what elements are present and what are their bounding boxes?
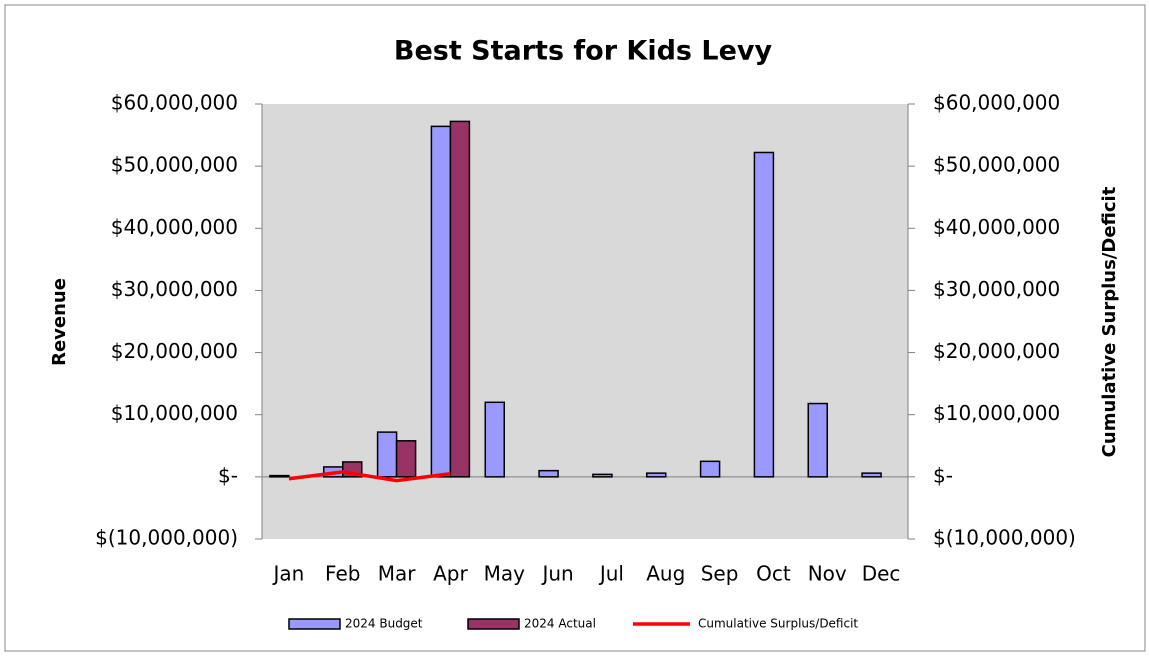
line-series [288, 470, 451, 483]
y2-tick-label: $30,000,000 [933, 277, 1060, 301]
legend-swatch [288, 618, 341, 630]
x-tick-label: Jun [540, 562, 573, 586]
chart-title: Best Starts for Kids Levy [394, 36, 773, 67]
bar [376, 431, 398, 478]
y-tick-label: $40,000,000 [111, 215, 238, 239]
bar [395, 440, 417, 478]
y-tick-label: $20,000,000 [111, 339, 238, 363]
y2-tick-label: $20,000,000 [933, 339, 1060, 363]
y-tick-label: $10,000,000 [111, 401, 238, 425]
x-tick-label: Jan [271, 562, 304, 586]
y-tick-label: $- [218, 463, 238, 487]
y2-tick-label: $40,000,000 [933, 215, 1060, 239]
y2-tick-label: $60,000,000 [933, 91, 1060, 115]
bar [269, 474, 290, 478]
legend-label: Cumulative Surplus/Deficit [698, 617, 858, 631]
bar [861, 472, 882, 478]
plot-area [262, 104, 908, 539]
x-tick-label: Aug [646, 562, 685, 586]
x-tick-label: Jul [598, 562, 624, 586]
x-tick-label: Sep [701, 562, 739, 586]
x-tick-label: Feb [325, 562, 360, 586]
y2-tick-label: $- [933, 463, 953, 487]
x-tick-label: May [484, 562, 526, 586]
y-tick-label: $(10,000,000) [95, 526, 238, 550]
bar [646, 472, 667, 478]
bar [699, 460, 721, 478]
bar [538, 469, 559, 478]
y-tick-label: $50,000,000 [111, 153, 238, 177]
y2-axis-title: Cumulative Surplus/Deficit [1099, 186, 1120, 457]
y-tick-label: $30,000,000 [111, 277, 238, 301]
y2-tick-label: $50,000,000 [933, 153, 1060, 177]
y2-tick-label: $10,000,000 [933, 401, 1060, 425]
legend-label: 2024 Budget [345, 617, 423, 631]
bar [807, 402, 828, 478]
y-axis-title: Revenue [49, 278, 70, 366]
legend-label: 2024 Actual [524, 617, 596, 631]
bar [592, 473, 613, 478]
y2-tick-label: $(10,000,000) [933, 526, 1076, 550]
bar [430, 125, 452, 478]
legend-swatch [467, 618, 520, 630]
bar [753, 151, 775, 478]
x-tick-label: Apr [433, 562, 468, 586]
x-tick-label: Nov [808, 562, 847, 586]
bar [449, 120, 471, 478]
x-tick-label: Mar [378, 562, 417, 586]
y-tick-label: $60,000,000 [111, 91, 238, 115]
bar [484, 401, 505, 478]
x-tick-label: Dec [862, 562, 901, 586]
x-tick-label: Oct [756, 562, 791, 586]
